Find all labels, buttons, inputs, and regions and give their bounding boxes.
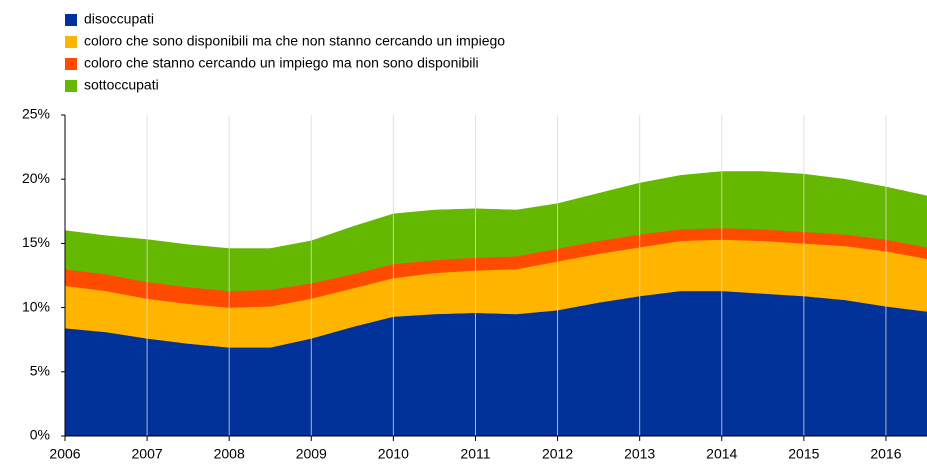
y-tick-label: 15% xyxy=(22,234,50,250)
x-tick-label: 2010 xyxy=(378,446,409,462)
x-tick-label: 2012 xyxy=(542,446,573,462)
legend-label: coloro che stanno cercando un impiego ma… xyxy=(84,55,479,71)
x-tick-label: 2016 xyxy=(870,446,901,462)
x-tick-label: 2013 xyxy=(624,446,655,462)
x-tick-label: 2006 xyxy=(49,446,80,462)
legend-swatch xyxy=(65,58,77,70)
legend-label: sottoccupati xyxy=(84,77,159,93)
y-tick-label: 0% xyxy=(30,427,50,443)
x-tick-label: 2015 xyxy=(788,446,819,462)
legend-swatch xyxy=(65,80,77,92)
x-tick-label: 2007 xyxy=(132,446,163,462)
area xyxy=(64,171,927,292)
x-tick-label: 2011 xyxy=(460,446,490,462)
legend-swatch xyxy=(65,36,77,48)
x-tick-label: 2008 xyxy=(214,446,245,462)
x-tick-label: 2009 xyxy=(296,446,327,462)
y-tick-label: 5% xyxy=(30,363,50,379)
y-tick-label: 10% xyxy=(22,298,50,314)
legend-swatch xyxy=(65,14,77,26)
x-tick-label: 2014 xyxy=(706,446,737,462)
legend-label: disoccupati xyxy=(84,11,154,27)
y-tick-label: 25% xyxy=(22,106,50,122)
legend-label: coloro che sono disponibili ma che non s… xyxy=(84,33,505,49)
y-tick-label: 20% xyxy=(22,170,50,186)
